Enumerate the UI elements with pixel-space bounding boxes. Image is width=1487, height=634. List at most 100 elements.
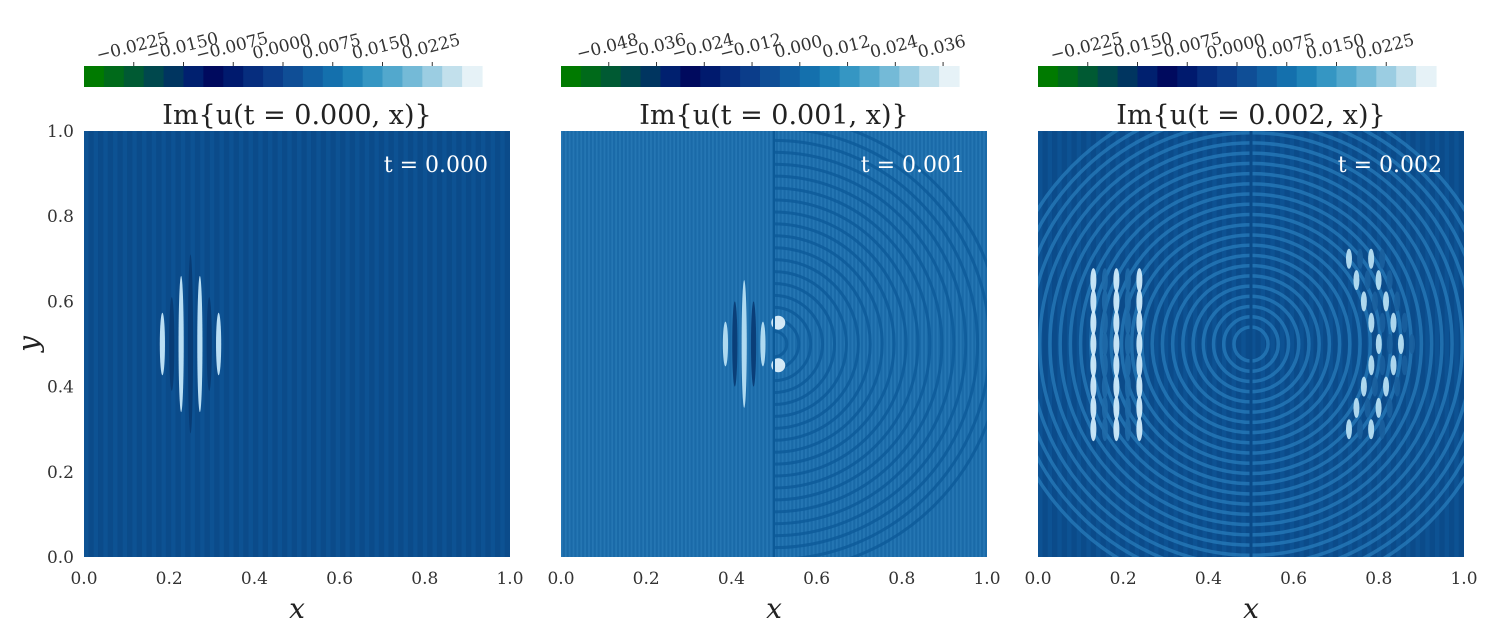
colorbar-swatch — [620, 66, 642, 87]
packet-fringe — [169, 297, 175, 391]
stripe — [1454, 131, 1459, 557]
x-tick-label: 0.2 — [1110, 569, 1137, 589]
stripe — [909, 131, 912, 557]
stripe — [1183, 131, 1188, 557]
stripe — [708, 131, 710, 557]
diffraction-ring — [773, 138, 980, 550]
colorbar-swatch — [700, 66, 721, 87]
colorbar-swatch — [223, 66, 244, 87]
colorbar: −0.0225−0.0150−0.00750.00000.00750.01500… — [1038, 29, 1437, 87]
colorbar-swatch — [103, 66, 125, 87]
colorbar-tick-label: 0.024 — [868, 32, 920, 63]
reflected-fringe — [1124, 374, 1131, 399]
stripe — [801, 131, 803, 557]
transmitted-fringe — [1401, 312, 1408, 333]
x-tick-label: 0.4 — [241, 569, 268, 589]
x-axis-label: x — [1243, 592, 1259, 625]
stripe — [584, 131, 586, 557]
panels: −0.0225−0.0150−0.00750.00000.00750.01500… — [12, 29, 1478, 625]
stripe — [832, 131, 834, 557]
reflected-fringe — [1124, 332, 1131, 356]
x-tick-label: 0.4 — [1195, 569, 1222, 589]
colorbar: −0.0225−0.0150−0.00750.00000.00750.01500… — [84, 29, 483, 87]
stripe — [591, 131, 594, 557]
time-annotation: t = 0.000 — [384, 153, 488, 178]
y-tick-label: 0.6 — [47, 292, 74, 312]
stripe — [238, 131, 244, 557]
reflected-fringe — [1090, 310, 1097, 335]
colorbar-swatch — [362, 66, 384, 87]
transmitted-fringe — [1357, 248, 1364, 269]
colorbar-swatch — [143, 66, 165, 87]
stripe — [229, 131, 234, 557]
colorbar-swatch — [660, 66, 681, 87]
stripe — [1192, 131, 1198, 557]
stripe — [564, 131, 567, 557]
reflected-fringe — [1136, 310, 1143, 335]
stripe — [588, 131, 590, 557]
stripe — [739, 131, 741, 557]
x-tick-label: 0.0 — [547, 569, 574, 589]
colorbar-swatch — [123, 66, 145, 87]
x-axis-label: x — [766, 592, 782, 625]
colorbar-swatch — [382, 66, 403, 87]
stripe — [142, 131, 147, 557]
stripe — [1318, 131, 1324, 557]
colorbar-swatch — [1217, 66, 1238, 87]
transmitted-fringe — [1379, 312, 1386, 333]
stripe — [983, 131, 985, 557]
stripe — [1241, 131, 1246, 557]
stripe — [403, 131, 408, 557]
x-tick-label: 1.0 — [973, 569, 1000, 589]
colorbar-swatch — [263, 66, 284, 87]
stripe — [665, 131, 668, 557]
transmitted-fringe — [1368, 248, 1375, 269]
packet-fringe — [722, 321, 729, 367]
stripe — [103, 131, 108, 557]
colorbar-swatch — [183, 66, 204, 87]
heatmap-field — [561, 131, 987, 557]
stripe — [1415, 131, 1420, 557]
stripe — [653, 131, 656, 557]
reflected-fringe — [1124, 289, 1131, 314]
stripe — [442, 131, 447, 557]
stripe — [847, 131, 850, 557]
colorbar-swatch — [760, 66, 781, 87]
stripe — [1444, 131, 1449, 557]
stripe — [967, 131, 970, 557]
x-tick-label: 0.8 — [1365, 569, 1392, 589]
stripe — [669, 131, 672, 557]
stripe — [561, 131, 563, 557]
diffraction-ring — [773, 150, 968, 538]
colorbar-swatch — [1057, 66, 1079, 87]
x-axis-label: x — [289, 592, 305, 625]
stripe — [661, 131, 664, 557]
colorbar-swatch — [1077, 66, 1099, 87]
diffraction-ring — [773, 210, 908, 478]
diffraction-ring — [773, 329, 789, 359]
colorbar-swatch — [919, 66, 940, 87]
heatmap-field — [1038, 131, 1464, 557]
stripe — [572, 131, 575, 557]
reflected-fringe — [1136, 268, 1143, 293]
transmitted-fringe — [1345, 248, 1352, 269]
transmitted-fringe — [1371, 376, 1378, 397]
plot-title: Im{u(t = 0.001, x)} — [639, 100, 908, 131]
transmitted-fringe — [1345, 419, 1352, 440]
colorbar-swatch — [779, 66, 801, 87]
reflected-fringe — [1090, 268, 1097, 293]
stripe — [851, 131, 854, 557]
reflected-fringe — [1113, 417, 1120, 442]
stripe — [451, 131, 457, 557]
stripe — [657, 131, 660, 557]
reflected-fringe — [1090, 417, 1097, 442]
x-tick-label: 1.0 — [1450, 569, 1477, 589]
stripe — [219, 131, 224, 557]
diffraction-ring — [773, 246, 872, 442]
transmitted-fringe — [1379, 355, 1386, 376]
stripe — [793, 131, 796, 557]
diffraction-ring — [773, 198, 920, 490]
stripe — [306, 131, 312, 557]
stripe — [1105, 131, 1111, 557]
colorbar-swatch — [1276, 66, 1298, 87]
